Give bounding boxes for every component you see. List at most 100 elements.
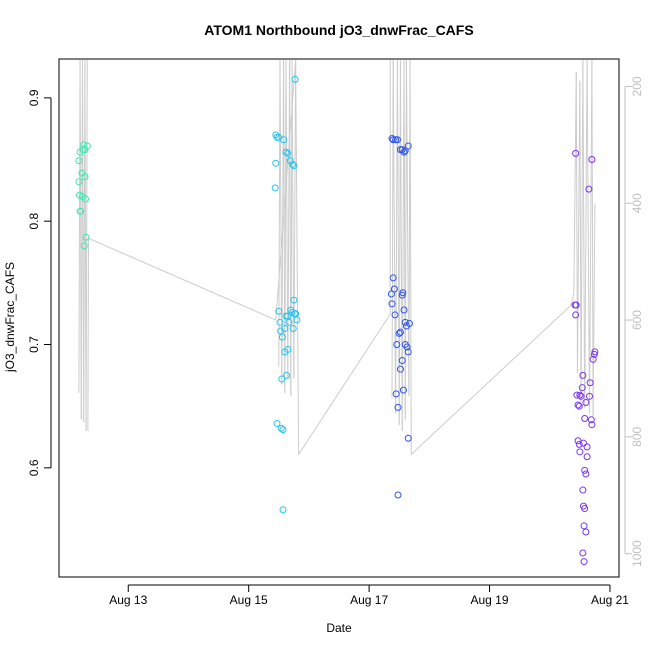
data-point [387, 290, 395, 298]
y2-tick-label: 600 [630, 310, 644, 330]
data-point [81, 195, 89, 203]
data-point [581, 415, 589, 423]
data-point [582, 470, 590, 478]
data-point [390, 285, 398, 293]
data-point [388, 300, 396, 308]
data-point [578, 384, 586, 392]
data-point [591, 348, 599, 356]
y2-tick-label: 200 [630, 76, 644, 96]
y-axis-label: jO3_dnwFrac_CAFS [3, 262, 17, 373]
data-point [580, 522, 588, 530]
altitude-line [586, 60, 590, 414]
data-point [577, 392, 585, 400]
data-point [279, 426, 287, 434]
y-tick-label: 0.6 [27, 459, 41, 476]
altitude-line [405, 60, 410, 396]
data-point [272, 159, 280, 167]
data-point [579, 486, 587, 494]
data-point [404, 434, 412, 442]
data-point [80, 242, 88, 250]
plot-frame [58, 58, 620, 578]
data-point [394, 491, 402, 499]
data-point [393, 341, 401, 349]
data-point [394, 403, 402, 411]
data-point [79, 146, 87, 154]
data-point [585, 185, 593, 193]
chart-title: ATOM1 Northbound jO3_dnwFrac_CAFS [204, 22, 473, 38]
data-point [581, 466, 589, 474]
data-point [83, 142, 91, 150]
x-tick-label: Aug 13 [109, 593, 147, 607]
y-tick-label: 0.7 [27, 336, 41, 353]
data-point [575, 440, 583, 448]
data-point [392, 136, 400, 144]
data-point [572, 311, 580, 319]
data-point [572, 149, 580, 157]
data-point [392, 390, 400, 398]
data-point [289, 324, 297, 332]
data-point [575, 402, 583, 410]
data-point [393, 136, 401, 144]
altitude-line [395, 60, 398, 414]
y2-tick-label: 400 [630, 193, 644, 213]
altitude-line [399, 60, 403, 432]
altitude-line [573, 71, 577, 294]
data-point [278, 333, 286, 341]
data-point [404, 142, 412, 150]
data-point [586, 379, 594, 387]
right-altitude-axis: 200 400 600 800 1000 [624, 76, 644, 567]
data-point [399, 289, 407, 297]
data-point [572, 301, 580, 309]
data-point [588, 421, 596, 429]
data-point [589, 355, 597, 363]
data-point [290, 162, 298, 170]
data-point [583, 443, 591, 451]
data-point [576, 448, 584, 456]
data-point [80, 141, 88, 149]
altitude-line [279, 60, 283, 385]
data-point [82, 233, 90, 241]
data-point [401, 147, 409, 155]
data-point [391, 311, 399, 319]
y2-tick-label: 800 [630, 427, 644, 447]
data-point [396, 365, 404, 373]
data-point [405, 320, 413, 328]
altitude-transit-line [87, 60, 297, 432]
altitude-line [580, 60, 584, 402]
data-point [400, 148, 408, 156]
data-point [284, 345, 292, 353]
altitude-line [391, 60, 394, 399]
altitude-line [588, 60, 593, 414]
x-tick-label: Aug 15 [230, 593, 268, 607]
y-tick-label: 0.8 [27, 213, 41, 230]
data-point [398, 357, 406, 365]
data-point [396, 328, 404, 336]
data-point [585, 392, 593, 400]
y2-tick-label: 1000 [630, 540, 644, 567]
data-point [277, 424, 285, 432]
altitude-line [576, 80, 581, 373]
data-point [81, 173, 89, 181]
data-point [581, 505, 589, 513]
data-point [404, 348, 412, 356]
data-point [579, 549, 587, 557]
data-point [273, 133, 281, 141]
data-point [275, 307, 283, 315]
data-point [278, 375, 286, 383]
altitude-line [584, 60, 588, 408]
data-point [271, 184, 279, 192]
data-point [582, 398, 590, 406]
data-point [582, 528, 590, 536]
data-point [283, 371, 291, 379]
data-point [289, 160, 297, 168]
x-tick-label: Aug 17 [350, 593, 388, 607]
altitude-line [592, 203, 596, 417]
data-point [580, 558, 588, 566]
data-point [573, 391, 581, 399]
data-point [401, 318, 409, 326]
data-point [282, 312, 290, 320]
x-tick-label: Aug 21 [591, 593, 629, 607]
data-point [81, 146, 89, 154]
